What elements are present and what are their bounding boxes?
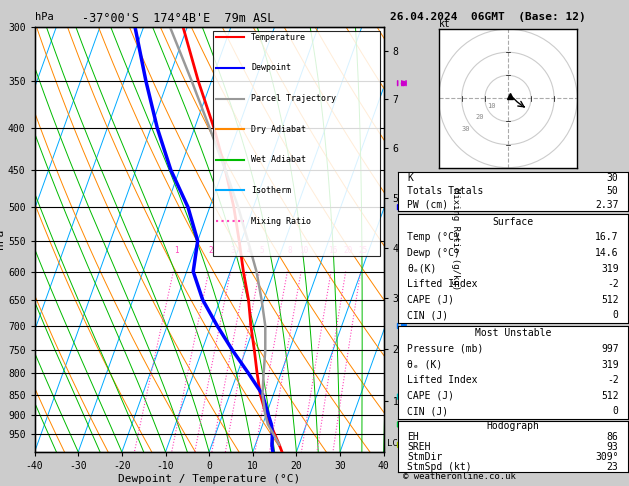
Text: 10: 10 [299, 246, 308, 255]
Text: -37°00'S  174°4B'E  79m ASL: -37°00'S 174°4B'E 79m ASL [82, 12, 274, 25]
FancyBboxPatch shape [213, 31, 380, 256]
Text: 309°: 309° [595, 452, 618, 462]
Text: 3: 3 [231, 246, 235, 255]
Text: Parcel Trajectory: Parcel Trajectory [251, 94, 336, 103]
Text: 20: 20 [343, 246, 352, 255]
Text: 25: 25 [358, 246, 367, 255]
Text: 319: 319 [601, 360, 618, 369]
Y-axis label: hPa: hPa [0, 229, 5, 249]
Text: Wet Adiabat: Wet Adiabat [251, 156, 306, 164]
Text: CIN (J): CIN (J) [408, 406, 448, 416]
Text: Pressure (mb): Pressure (mb) [408, 344, 484, 354]
Text: 2: 2 [209, 246, 213, 255]
Text: StmSpd (kt): StmSpd (kt) [408, 462, 472, 472]
Text: Lifted Index: Lifted Index [408, 279, 478, 289]
X-axis label: Dewpoint / Temperature (°C): Dewpoint / Temperature (°C) [118, 474, 300, 484]
Text: 26.04.2024  06GMT  (Base: 12): 26.04.2024 06GMT (Base: 12) [390, 12, 586, 22]
Text: 512: 512 [601, 391, 618, 400]
Text: 8: 8 [287, 246, 292, 255]
Text: Mixing Ratio: Mixing Ratio [251, 217, 311, 226]
Text: © weatheronline.co.uk: © weatheronline.co.uk [403, 472, 515, 481]
Text: 0: 0 [613, 406, 618, 416]
Text: 512: 512 [601, 295, 618, 305]
Text: CAPE (J): CAPE (J) [408, 391, 454, 400]
Text: 30: 30 [462, 126, 470, 132]
Text: 319: 319 [601, 263, 618, 274]
Y-axis label: Mixing Ratio (g/kg): Mixing Ratio (g/kg) [451, 188, 460, 291]
Text: Temperature: Temperature [251, 33, 306, 42]
Text: 20: 20 [476, 114, 484, 120]
Text: Temp (°C): Temp (°C) [408, 232, 460, 243]
Text: Mixing Ratio: Mixing Ratio [251, 217, 311, 226]
Text: 93: 93 [607, 442, 618, 452]
Text: CAPE (J): CAPE (J) [408, 295, 454, 305]
Text: 4: 4 [247, 246, 252, 255]
Text: 16: 16 [328, 246, 338, 255]
Y-axis label: km
ASL: km ASL [401, 230, 423, 248]
Text: Isotherm: Isotherm [251, 186, 291, 195]
Text: Temperature: Temperature [251, 33, 306, 42]
Text: 1: 1 [174, 246, 178, 255]
Text: -2: -2 [607, 279, 618, 289]
Text: Lifted Index: Lifted Index [408, 375, 478, 385]
Text: CIN (J): CIN (J) [408, 311, 448, 320]
Text: StmDir: StmDir [408, 452, 443, 462]
Text: Isotherm: Isotherm [251, 186, 291, 195]
Text: PW (cm): PW (cm) [408, 200, 448, 210]
Text: θₑ(K): θₑ(K) [408, 263, 437, 274]
Text: Parcel Trajectory: Parcel Trajectory [251, 94, 336, 103]
Text: Surface: Surface [493, 217, 533, 226]
Text: LCL: LCL [387, 438, 403, 448]
Text: Dewpoint: Dewpoint [251, 64, 291, 72]
Text: 0: 0 [613, 311, 618, 320]
Text: hPa: hPa [35, 12, 53, 22]
Text: 30: 30 [607, 173, 618, 183]
Text: 2.37: 2.37 [595, 200, 618, 210]
Text: Totals Totals: Totals Totals [408, 187, 484, 196]
Text: kt: kt [438, 19, 450, 29]
Text: EH: EH [408, 432, 419, 442]
Text: Dewp (°C): Dewp (°C) [408, 248, 460, 258]
Text: -2: -2 [607, 375, 618, 385]
Text: Wet Adiabat: Wet Adiabat [251, 156, 306, 164]
Text: Dry Adiabat: Dry Adiabat [251, 125, 306, 134]
Text: 14.6: 14.6 [595, 248, 618, 258]
Text: SREH: SREH [408, 442, 431, 452]
Text: 10: 10 [487, 103, 496, 109]
Text: θₑ (K): θₑ (K) [408, 360, 443, 369]
Text: Dewpoint: Dewpoint [251, 64, 291, 72]
Text: 997: 997 [601, 344, 618, 354]
Text: 23: 23 [607, 462, 618, 472]
Text: Dry Adiabat: Dry Adiabat [251, 125, 306, 134]
Text: 16.7: 16.7 [595, 232, 618, 243]
Text: Hodograph: Hodograph [486, 421, 540, 432]
Text: Most Unstable: Most Unstable [475, 329, 551, 338]
Text: K: K [408, 173, 413, 183]
Text: 50: 50 [607, 187, 618, 196]
Text: 86: 86 [607, 432, 618, 442]
Text: 5: 5 [259, 246, 264, 255]
